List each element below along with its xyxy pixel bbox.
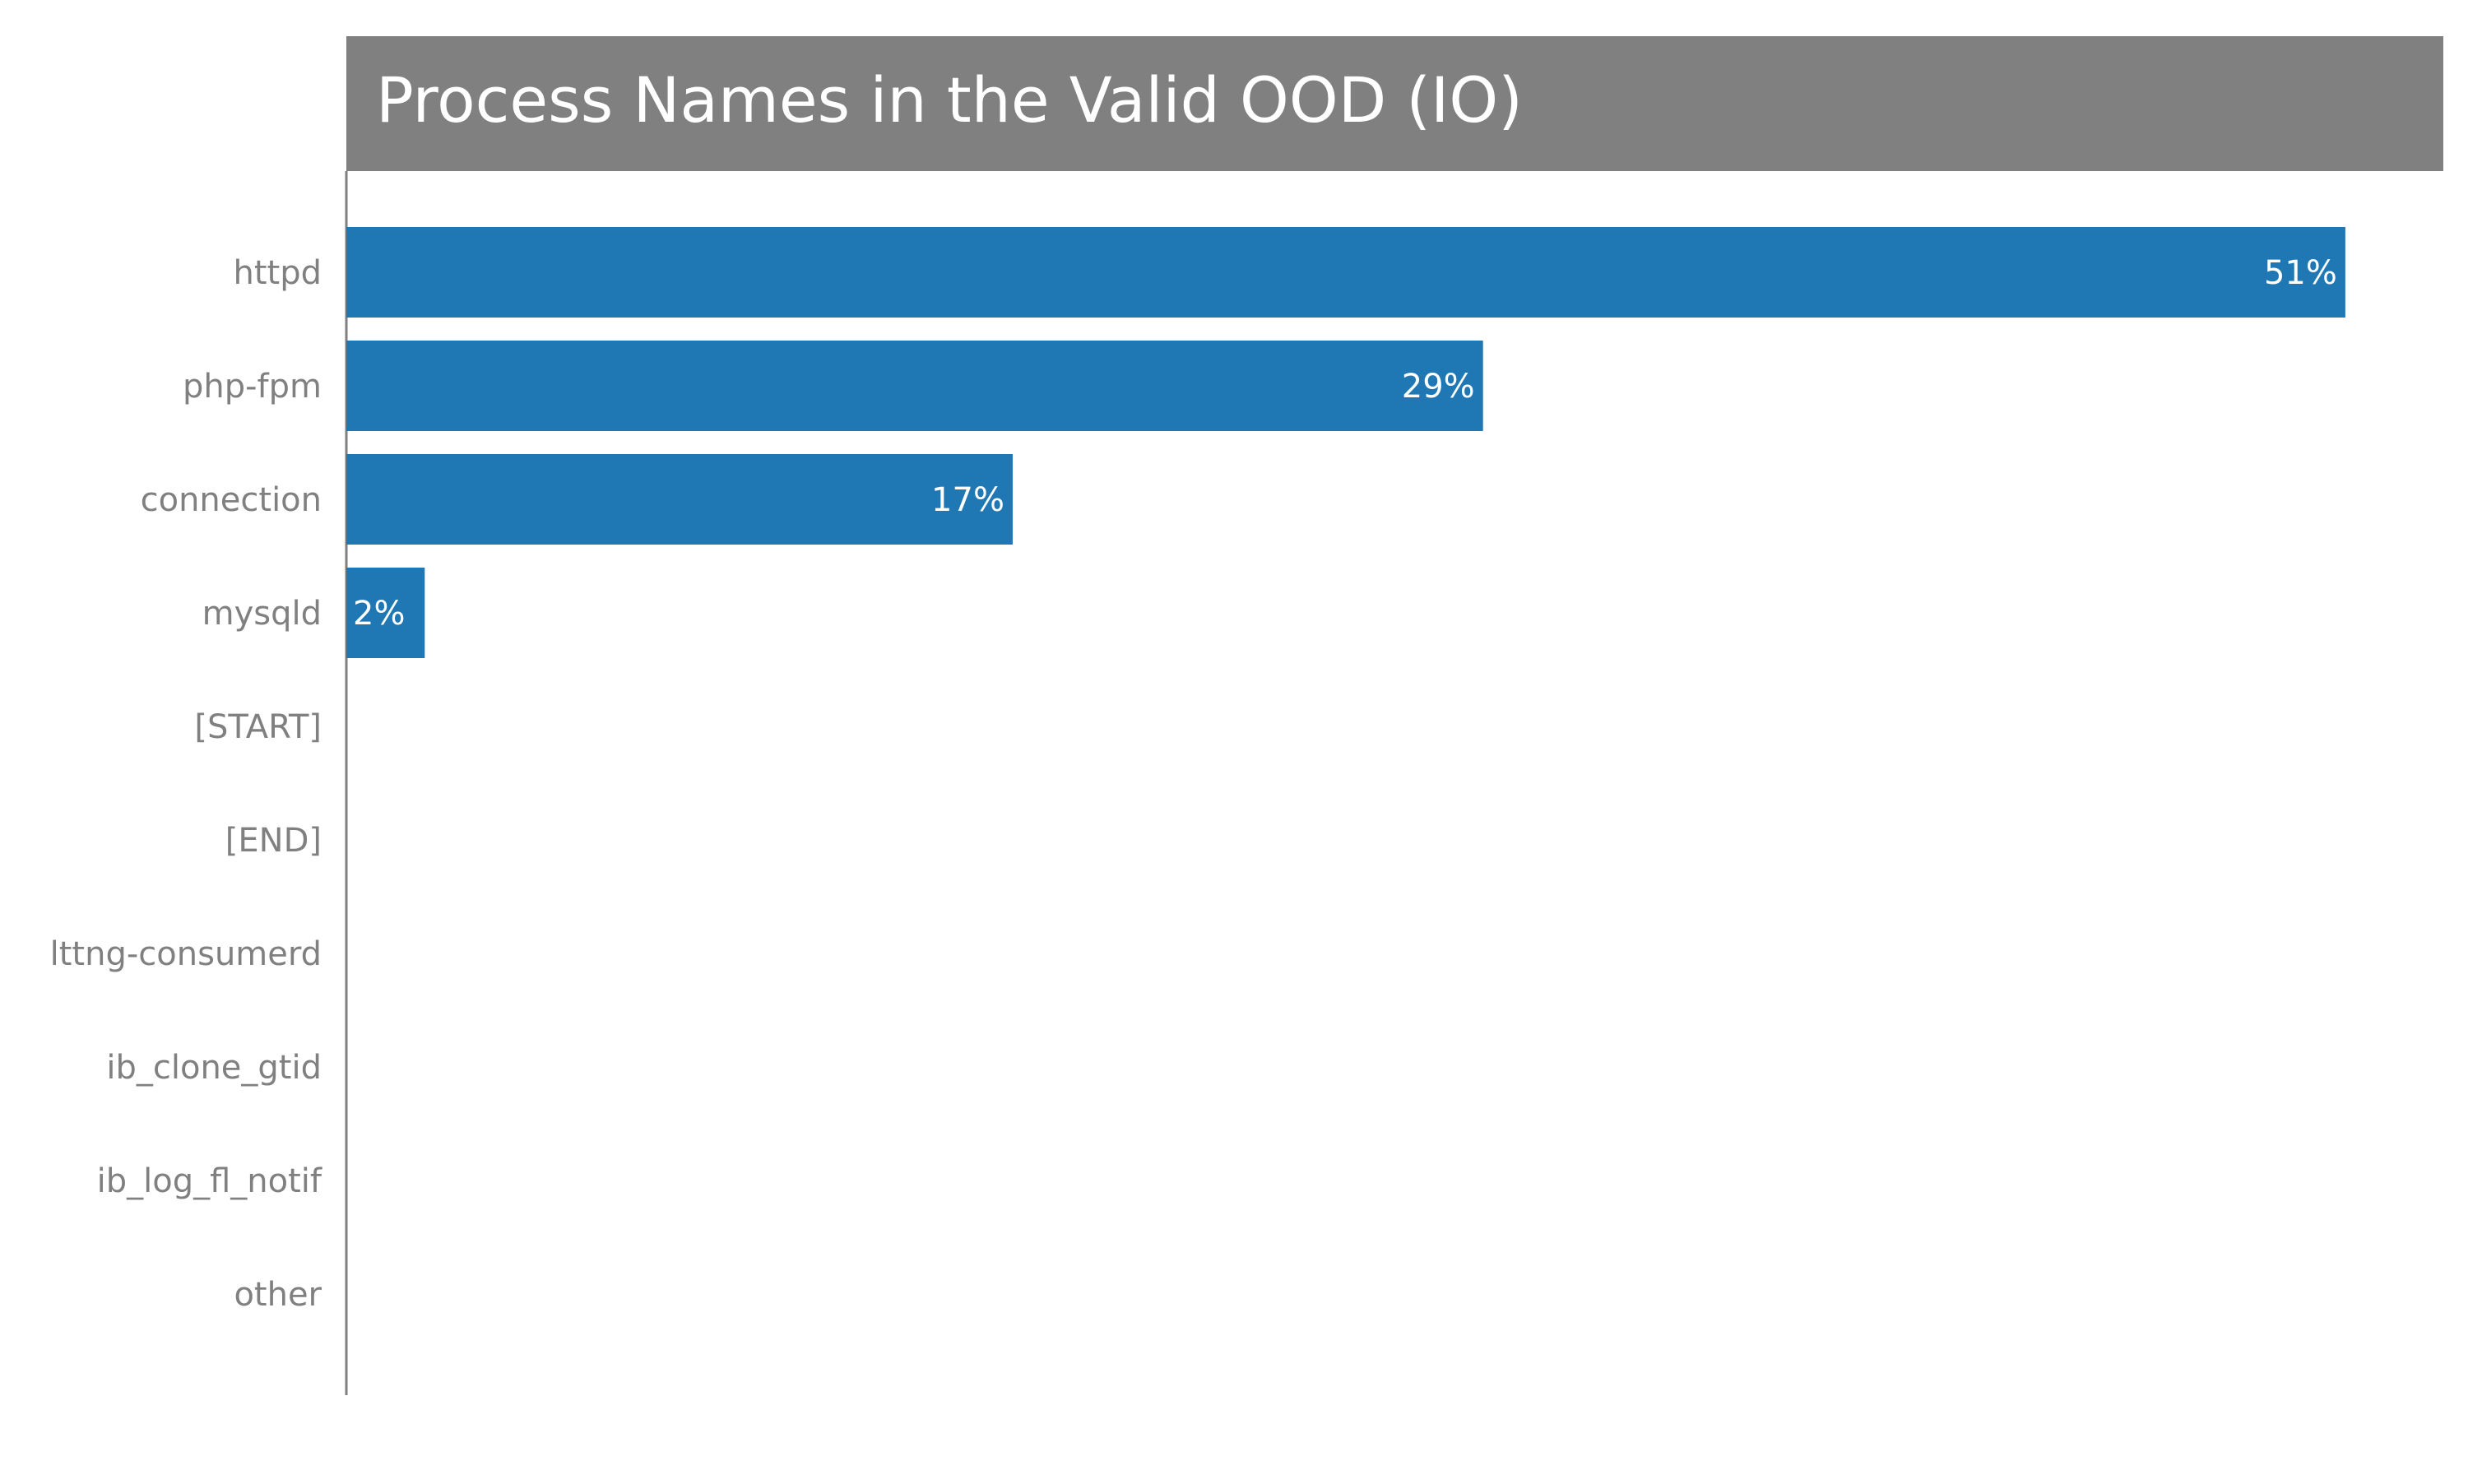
bar [346,227,2345,318]
bar [346,341,1483,431]
bar-value-label: 17% [931,481,1004,519]
category-label: [START] [194,708,322,746]
bar [346,568,425,658]
bar-value-label: 51% [2264,254,2337,292]
category-label: httpd [234,254,322,292]
bar-value-label: 29% [1402,368,1475,406]
bar-value-label: 2% [353,595,405,633]
title-band [346,36,2443,171]
category-label: lttng-consumerd [50,935,322,973]
category-label: ib_clone_gtid [106,1049,322,1087]
category-label: [END] [225,822,322,860]
chart-title: Process Names in the Valid OOD (IO) [376,63,1523,137]
category-label: php-fpm [183,368,322,406]
bars-layer [346,227,2345,658]
category-label: connection [141,481,322,519]
category-label: mysqld [202,595,322,633]
category-label: other [234,1276,322,1314]
category-label: ib_log_fl_notif [97,1162,322,1200]
data-labels: 51% 29% 17% 2% [353,254,2337,633]
category-labels: httpd php-fpm connection mysqld [START] [END]… [50,254,322,1314]
bar [346,454,1013,545]
